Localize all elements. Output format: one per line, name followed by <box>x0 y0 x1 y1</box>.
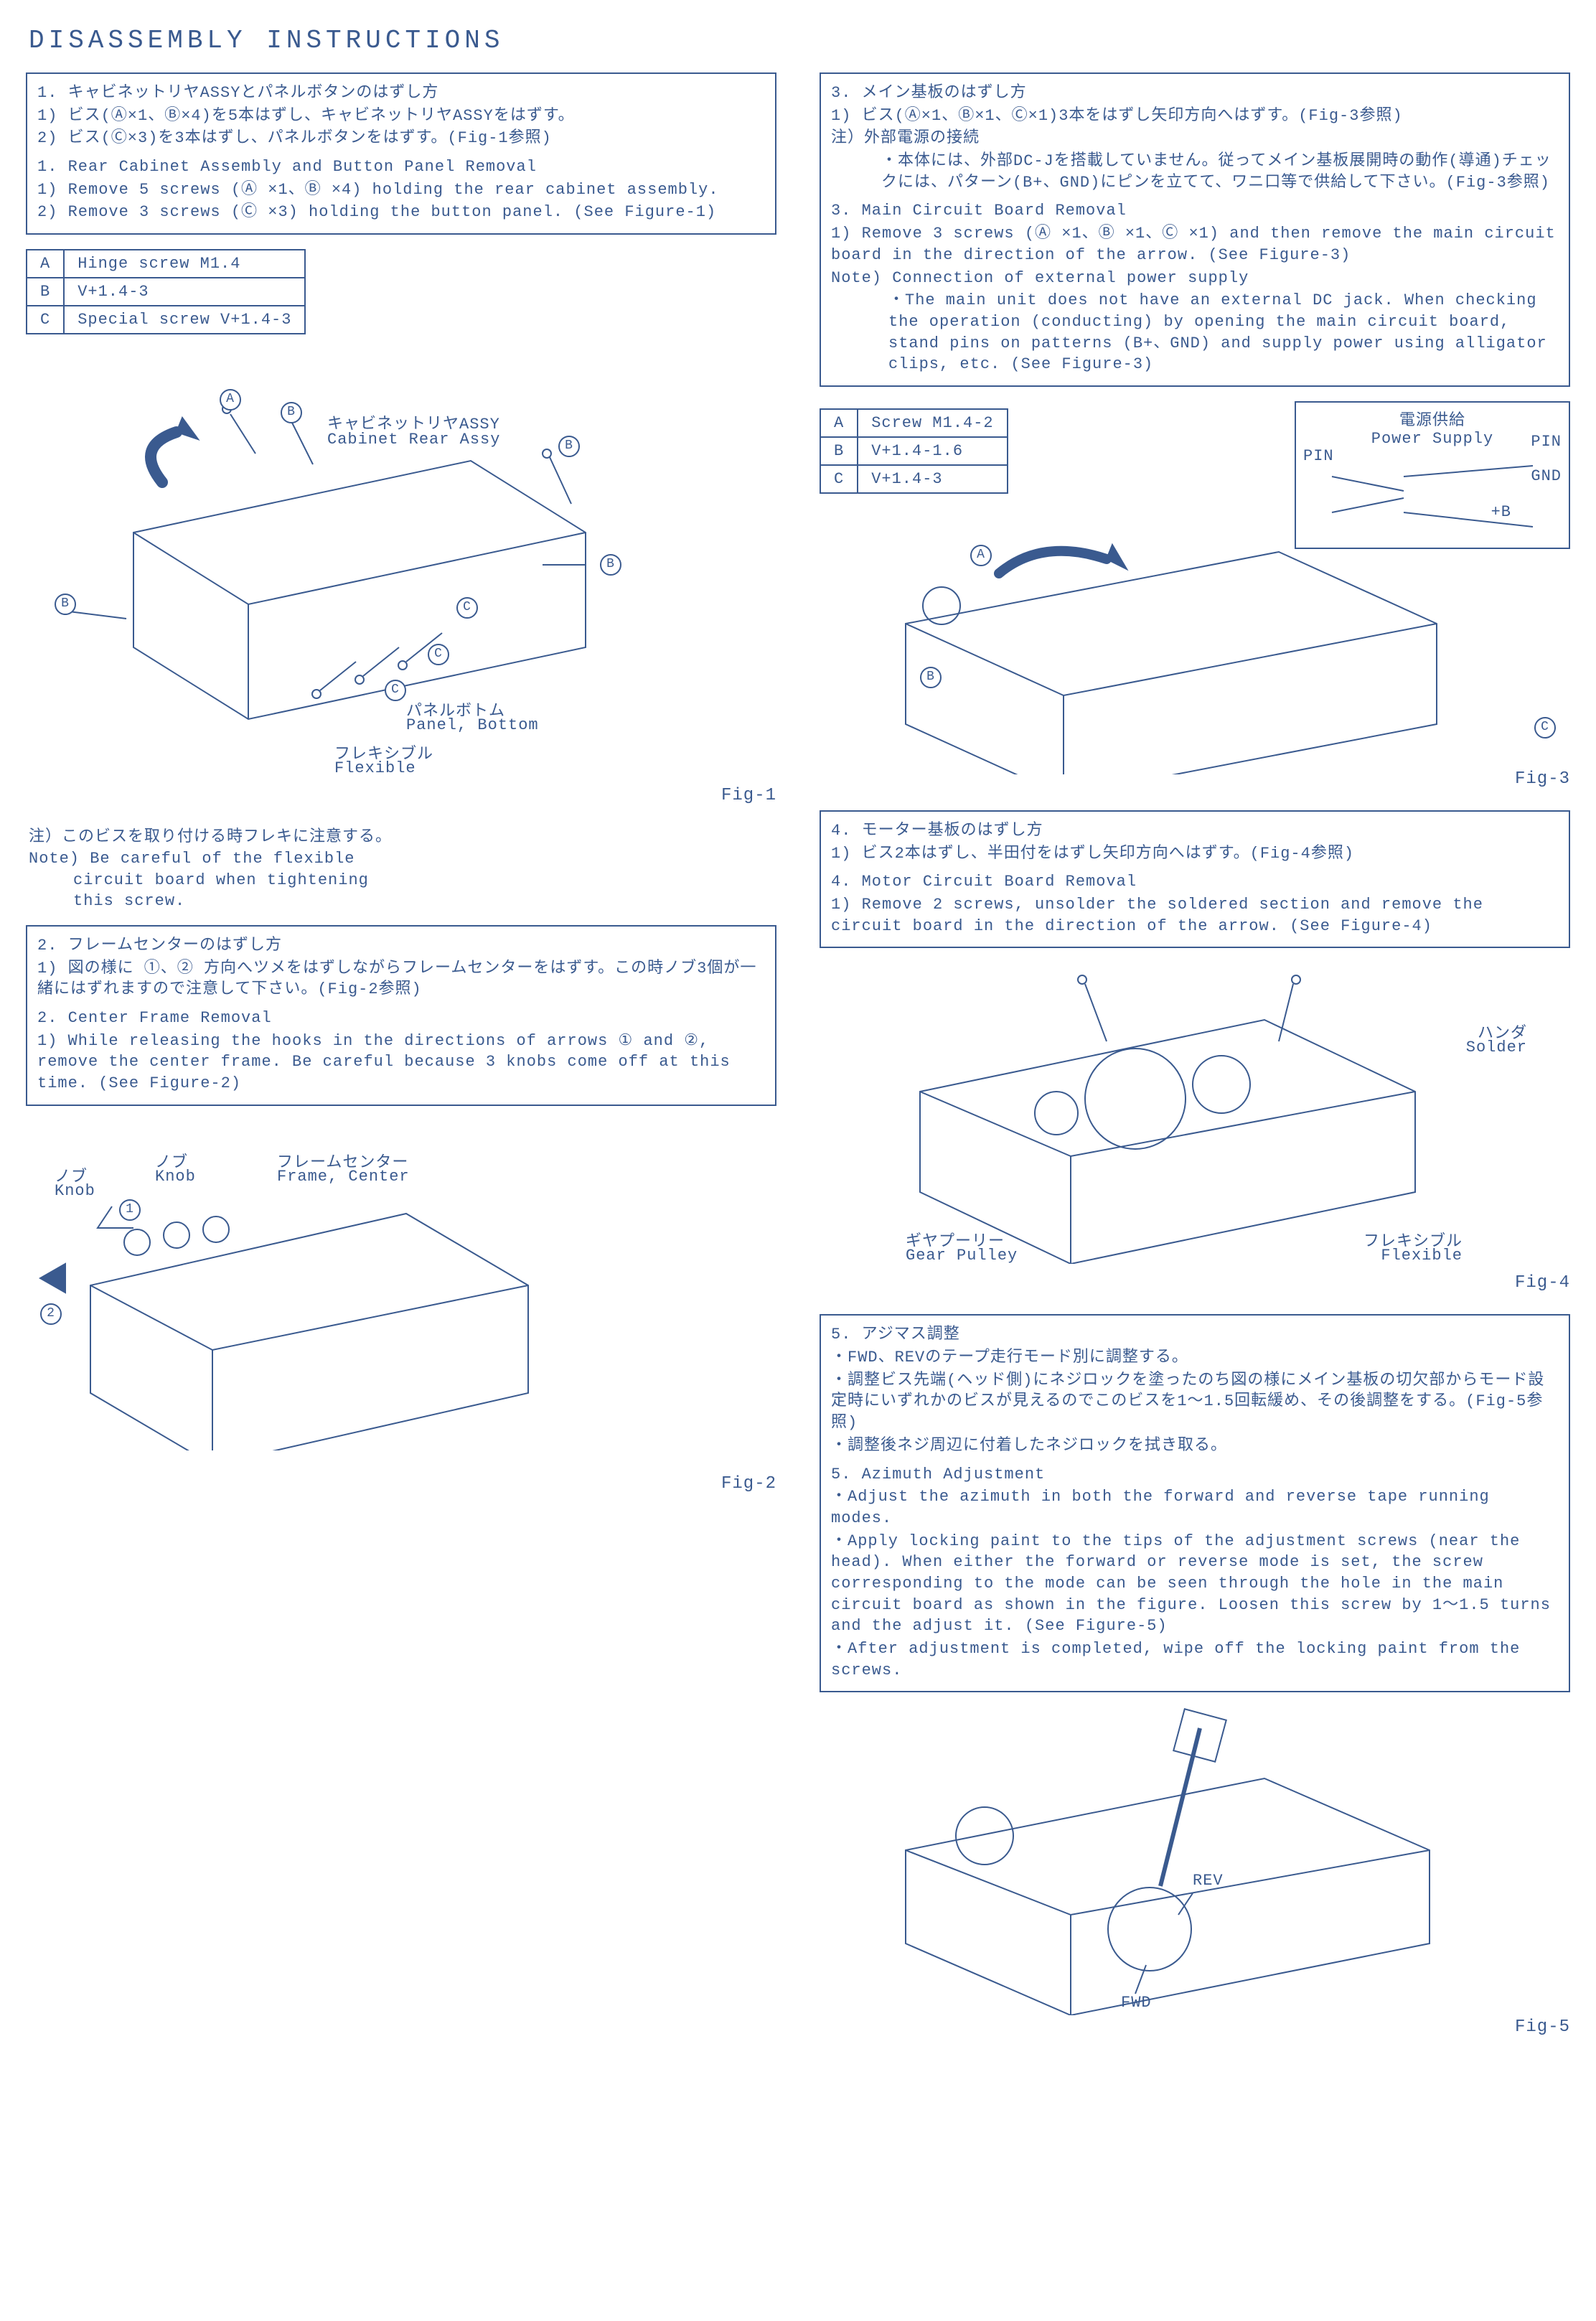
sec3-en-note-h: Note) Connection of external power suppl… <box>831 268 1559 289</box>
fig4-flex-en: Flexible <box>1381 1247 1463 1265</box>
table-row: CV+1.4-3 <box>820 465 1008 493</box>
fig2-knob-en: Knob <box>55 1182 95 1200</box>
page-title: DISASSEMBLY INSTRUCTIONS <box>29 26 1570 55</box>
sec5-en-1: ・Adjust the azimuth in both the forward … <box>831 1486 1559 1529</box>
sec4-jp-1: 1) ビス2本はずし、半田付をはずし矢印方向へはずす。(Fig-4参照) <box>831 843 1559 865</box>
fig1-note-jp: 注）このビスを取り付ける時フレキに注意する。 <box>29 827 776 848</box>
cell: B <box>27 278 64 306</box>
screw-table-3: AScrew M1.4-2 BV+1.4-1.6 CV+1.4-3 <box>820 408 1008 494</box>
sec1-jp-head: 1. キャビネットリヤASSYとパネルボタンのはずし方 <box>37 83 765 104</box>
sec1-jp-2: 2) ビス(Ⓒ×3)を3本はずし、パネルボタンをはずす。(Fig-1参照) <box>37 128 765 149</box>
sec2-en-1: 1) While releasing the hooks in the dire… <box>37 1031 765 1094</box>
sec5-jp-3: ・調整後ネジ周辺に付着したネジロックを拭き取る。 <box>831 1435 1559 1457</box>
cell: V+1.4-1.6 <box>858 437 1007 465</box>
fig4-solder-en: Solder <box>1466 1038 1527 1056</box>
section-3-box: 3. メイン基板のはずし方 1) ビス(Ⓐ×1、Ⓑ×1、Ⓒ×1)3本をはずし矢印… <box>820 72 1570 387</box>
fig2-frame-en: Frame, Center <box>277 1168 410 1186</box>
fig1-note-en3: this screw. <box>73 891 776 912</box>
fig1-panel-en: Panel, Bottom <box>406 716 539 734</box>
fig1-cab-en: Cabinet Rear Assy <box>327 431 500 449</box>
section-4-box: 4. モーター基板のはずし方 1) ビス2本はずし、半田付をはずし矢印方向へはず… <box>820 810 1570 948</box>
sec1-en-2: 2) Remove 3 screws (Ⓒ ×3) holding the bu… <box>37 202 765 223</box>
sec2-jp-1: 1) 図の様に ①、② 方向へツメをはずしながらフレームセンターをはずす。この時… <box>37 958 765 1000</box>
sec4-en-1: 1) Remove 2 screws, unsolder the soldere… <box>831 894 1559 937</box>
sec3-en-note: ・The main unit does not have an external… <box>888 290 1559 375</box>
fig5-rev: REV <box>1193 1872 1224 1890</box>
sec5-en-head: 5. Azimuth Adjustment <box>831 1464 1559 1486</box>
figure-5: REV FWD Fig-5 <box>820 1707 1570 2037</box>
sec3-en-head: 3. Main Circuit Board Removal <box>831 200 1559 222</box>
sec4-jp-head: 4. モーター基板のはずし方 <box>831 820 1559 842</box>
sec5-jp-2: ・調整ビス先端(ヘッド側)にネジロックを塗ったのち図の様にメイン基板の切欠部から… <box>831 1370 1559 1434</box>
sec5-jp-head: 5. アジマス調整 <box>831 1324 1559 1346</box>
section-2-box: 2. フレームセンターのはずし方 1) 図の様に ①、② 方向へツメをはずしなが… <box>26 925 776 1106</box>
sec3-jp-note: ・本体には、外部DC-Jを搭載していません。従ってメイン基板展開時の動作(導通)… <box>881 151 1559 193</box>
fig1-note-en2: circuit board when tightening <box>73 870 776 891</box>
cell: Special screw V+1.4-3 <box>64 306 305 334</box>
sec3-jp-1: 1) ビス(Ⓐ×1、Ⓑ×1、Ⓒ×1)3本をはずし矢印方向へはずす。(Fig-3参… <box>831 106 1559 127</box>
cell: A <box>27 250 64 278</box>
fig1-flex-en: Flexible <box>334 759 416 777</box>
azimuth-diagram-icon <box>820 1707 1508 2015</box>
sec4-en-head: 4. Motor Circuit Board Removal <box>831 871 1559 893</box>
cell: C <box>27 306 64 334</box>
figure-4: ハンダ Solder ギヤプーリー Gear Pulley フレキシブル Fle… <box>820 962 1570 1293</box>
fig3-ps-jp: 電源供給 <box>1303 407 1562 430</box>
power-supply-inset: 電源供給 Power Supply PIN PIN GND +B <box>1295 401 1570 549</box>
sec2-jp-head: 2. フレームセンターのはずし方 <box>37 935 765 957</box>
sec5-en-3: ・After adjustment is completed, wipe off… <box>831 1638 1559 1681</box>
fig3-gnd: GND <box>1531 467 1562 485</box>
table-row: BV+1.4-1.6 <box>820 437 1008 465</box>
fig1-note: 注）このビスを取り付ける時フレキに注意する。 Note) Be careful … <box>29 827 776 912</box>
fig1-note-en1: Note) Be careful of the flexible <box>29 848 776 870</box>
fig3-bplus: +B <box>1491 503 1511 521</box>
fig2-knob-en2: Knob <box>155 1168 196 1186</box>
sec5-en-2: ・Apply locking paint to the tips of the … <box>831 1531 1559 1637</box>
table-row: AScrew M1.4-2 <box>820 409 1008 437</box>
table-row: AHinge screw M1.4 <box>27 250 305 278</box>
cell: A <box>820 409 858 437</box>
sec1-en-1: 1) Remove 5 screws (Ⓐ ×1、Ⓑ ×4) holding t… <box>37 179 765 201</box>
figure-3: AScrew M1.4-2 BV+1.4-1.6 CV+1.4-3 電源供給 P… <box>820 401 1570 789</box>
cell: Screw M1.4-2 <box>858 409 1007 437</box>
cabinet-diagram-icon <box>26 346 672 733</box>
motor-board-diagram-icon <box>820 962 1508 1264</box>
fig1-caption: Fig-1 <box>721 786 776 805</box>
fig3-pin1: PIN <box>1303 447 1334 465</box>
screw-table-1: AHinge screw M1.4 BV+1.4-3 CSpecial scre… <box>26 249 306 334</box>
fig2-caption: Fig-2 <box>721 1474 776 1494</box>
sec3-jp-head: 3. メイン基板のはずし方 <box>831 83 1559 104</box>
fig3-pin2: PIN <box>1531 433 1562 451</box>
figure-1: A B B B B C C C キャビネットリヤASSY Cabinet Rea… <box>26 346 776 805</box>
table-row: CSpecial screw V+1.4-3 <box>27 306 305 334</box>
table-row: BV+1.4-3 <box>27 278 305 306</box>
power-inset-icon <box>1303 448 1547 541</box>
sec2-en-head: 2. Center Frame Removal <box>37 1008 765 1029</box>
fig5-fwd: FWD <box>1121 1994 1152 2012</box>
cell: V+1.4-3 <box>64 278 305 306</box>
sec3-en-1: 1) Remove 3 screws (Ⓐ ×1、Ⓑ ×1、Ⓒ ×1) and … <box>831 223 1559 266</box>
figure-2: ノブ Knob ノブ Knob フレームセンター Frame, Center 1… <box>26 1120 776 1494</box>
cell: B <box>820 437 858 465</box>
sec3-jp-note-h: 注）外部電源の接続 <box>831 128 1559 149</box>
section-1-box: 1. キャビネットリヤASSYとパネルボタンのはずし方 1) ビス(Ⓐ×1、Ⓑ×… <box>26 72 776 235</box>
fig4-gear-en: Gear Pulley <box>906 1247 1018 1265</box>
left-column: 1. キャビネットリヤASSYとパネルボタンのはずし方 1) ビス(Ⓐ×1、Ⓑ×… <box>26 72 776 2058</box>
cell: V+1.4-3 <box>858 465 1007 493</box>
fig3-ps-en: Power Supply <box>1303 430 1562 448</box>
cell: C <box>820 465 858 493</box>
sec1-jp-1: 1) ビス(Ⓐ×1、Ⓑ×4)を5本はずし、キャビネットリヤASSYをはずす。 <box>37 106 765 127</box>
fig3-caption: Fig-3 <box>1515 769 1570 789</box>
sec1-en-head: 1. Rear Cabinet Assembly and Button Pane… <box>37 156 765 178</box>
section-5-box: 5. アジマス調整 ・FWD、REVのテープ走行モード別に調整する。 ・調整ビス… <box>820 1314 1570 1692</box>
cell: Hinge screw M1.4 <box>64 250 305 278</box>
right-column: 3. メイン基板のはずし方 1) ビス(Ⓐ×1、Ⓑ×1、Ⓒ×1)3本をはずし矢印… <box>820 72 1570 2058</box>
main-board-diagram-icon <box>820 530 1508 774</box>
fig4-caption: Fig-4 <box>1515 1273 1570 1293</box>
sec5-jp-1: ・FWD、REVのテープ走行モード別に調整する。 <box>831 1347 1559 1369</box>
fig5-caption: Fig-5 <box>1515 2017 1570 2037</box>
